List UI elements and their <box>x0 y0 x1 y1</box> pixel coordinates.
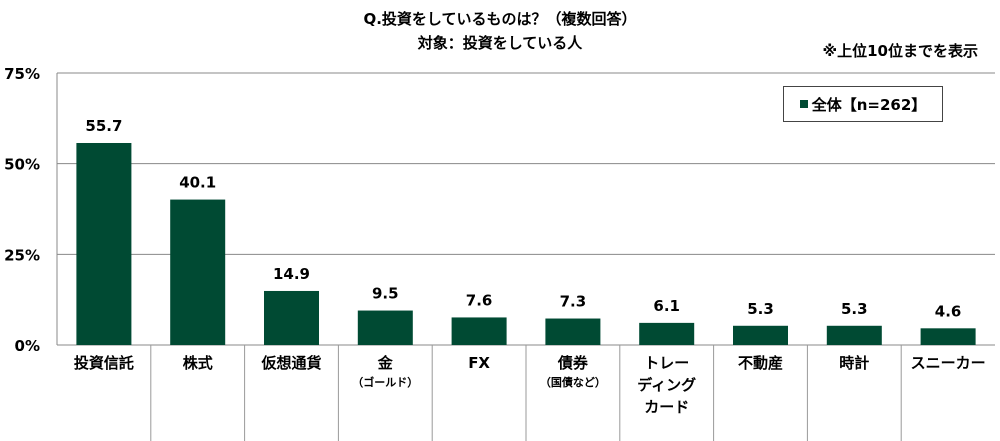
data-label: 6.1 <box>653 297 680 315</box>
bar <box>826 325 882 345</box>
bar <box>357 310 413 345</box>
category-label: カード <box>644 398 689 416</box>
category-label: （ゴールド） <box>352 375 418 389</box>
bar <box>545 318 601 345</box>
category-label: 金 <box>377 354 394 372</box>
data-label: 7.3 <box>560 293 587 311</box>
category-label: 不動産 <box>738 354 783 372</box>
bar <box>733 325 788 345</box>
data-label: 55.7 <box>85 117 122 135</box>
category-label: （国債など） <box>540 375 606 389</box>
chart-title: Q.投資をしているものは？（複数回答） <box>363 10 637 28</box>
category-label: 投資信託 <box>74 354 134 372</box>
category-label: スニーカー <box>911 354 986 372</box>
y-tick-label: 25% <box>4 246 40 264</box>
chart-note: ※上位10位までを表示 <box>822 42 978 60</box>
bar <box>639 322 695 345</box>
data-label: 5.3 <box>747 300 774 318</box>
data-label: 7.6 <box>466 291 493 309</box>
bar <box>170 199 226 345</box>
data-label: 14.9 <box>273 265 310 283</box>
category-label: 時計 <box>839 354 869 372</box>
data-label: 4.6 <box>935 302 962 320</box>
category-label: FX <box>468 354 490 372</box>
bar <box>920 328 976 345</box>
data-label: 40.1 <box>179 174 216 192</box>
legend: 全体【n=262】 <box>783 86 943 122</box>
chart-subtitle: 対象：投資をしている人 <box>417 34 583 52</box>
y-tick-label: 75% <box>4 65 40 83</box>
bar <box>76 142 132 345</box>
category-label: 仮想通貨 <box>260 354 321 372</box>
category-label: 株式 <box>183 354 213 372</box>
category-label: 債券 <box>557 354 589 372</box>
category-label: ディング <box>637 376 696 394</box>
y-tick-label: 0% <box>15 337 40 355</box>
legend-swatch <box>799 100 808 108</box>
bar <box>264 290 319 345</box>
bar <box>451 317 507 345</box>
y-tick-label: 50% <box>4 156 40 174</box>
category-label: トレー <box>644 354 689 372</box>
data-label: 9.5 <box>372 285 399 303</box>
legend-label: 全体【n=262】 <box>811 95 927 114</box>
data-label: 5.3 <box>841 300 868 318</box>
